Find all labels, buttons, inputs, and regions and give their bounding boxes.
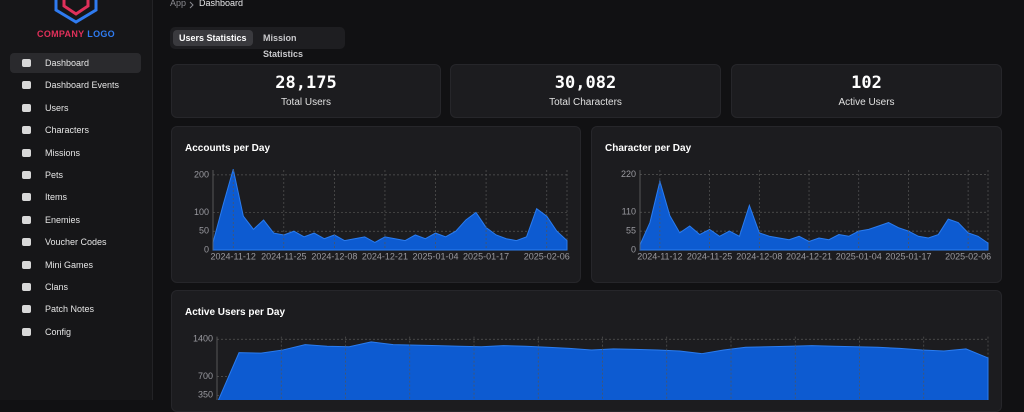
nav-label: Users bbox=[45, 102, 69, 113]
y-tick-label: 55 bbox=[626, 225, 636, 235]
area bbox=[639, 179, 989, 251]
chart-title: Character per Day bbox=[605, 143, 692, 154]
nav-label: Config bbox=[45, 326, 72, 337]
chart-title: Accounts per Day bbox=[185, 143, 271, 154]
nav-icon bbox=[22, 283, 31, 291]
nav-icon bbox=[22, 126, 31, 135]
y-tick-label: 220 bbox=[621, 169, 636, 179]
logo-part: COMPANY bbox=[37, 29, 85, 39]
nav-label: Missions bbox=[45, 147, 81, 158]
stat-label: Total Characters bbox=[549, 97, 622, 108]
x-tick-label: 2024-11-25 bbox=[261, 251, 306, 261]
nav-label: Mini Games bbox=[45, 259, 94, 270]
x-tick-label: 2024-12-21 bbox=[362, 251, 408, 261]
nav-item[interactable]: Config bbox=[10, 322, 141, 342]
nav-label: Enemies bbox=[45, 214, 81, 225]
nav-icon bbox=[22, 103, 31, 112]
nav-icon bbox=[22, 327, 31, 336]
nav-icon bbox=[22, 260, 31, 269]
nav-label: Dashboard Events bbox=[45, 80, 120, 91]
y-tick-label: 110 bbox=[622, 207, 636, 217]
breadcrumb-separator bbox=[189, 1, 194, 9]
nav-item[interactable]: Pets bbox=[10, 165, 141, 185]
nav-icon bbox=[22, 215, 31, 224]
x-tick-label: 2025-02-06 bbox=[524, 251, 570, 261]
y-tick-label: 50 bbox=[199, 226, 209, 236]
tab[interactable]: Mission Statistics bbox=[263, 33, 304, 59]
y-tick-label: 1400 bbox=[193, 334, 213, 344]
x-tick-label: 2025-01-04 bbox=[836, 251, 882, 261]
nav-item[interactable]: Patch Notes bbox=[10, 299, 141, 319]
nav-icon bbox=[22, 305, 31, 314]
nav-icon bbox=[22, 59, 31, 67]
area bbox=[212, 169, 568, 251]
nav-item[interactable]: Missions bbox=[10, 143, 141, 163]
x-tick-label: 2025-01-04 bbox=[412, 251, 458, 261]
nav-icon bbox=[22, 193, 31, 202]
stat-card: 102 Active Users bbox=[731, 64, 1002, 118]
nav-item[interactable]: Enemies bbox=[10, 210, 141, 230]
logo-part: LOGO bbox=[87, 29, 115, 39]
nav-item[interactable]: Clans bbox=[10, 277, 141, 297]
stat-value: 28,175 bbox=[275, 73, 337, 93]
breadcrumb-item: Dashboard bbox=[199, 0, 244, 8]
tab[interactable]: Users Statistics bbox=[173, 30, 253, 46]
y-tick-label: 0 bbox=[204, 244, 209, 254]
nav-item[interactable]: Characters bbox=[10, 120, 141, 140]
nav-item[interactable]: Dashboard bbox=[10, 53, 141, 73]
breadcrumb-item[interactable]: App bbox=[170, 0, 187, 8]
stat-label: Total Users bbox=[280, 97, 331, 108]
y-tick-label: 350 bbox=[198, 390, 213, 400]
nav-label: Patch Notes bbox=[45, 304, 95, 315]
nav-item[interactable]: Users bbox=[10, 98, 141, 118]
logo-mark bbox=[54, 0, 98, 24]
nav-label: Clans bbox=[45, 282, 69, 292]
x-tick-label: 2024-12-21 bbox=[786, 251, 832, 261]
nav-item[interactable]: Dashboard Events bbox=[10, 75, 141, 95]
x-tick-label: 2025-02-06 bbox=[945, 251, 991, 261]
stat-value: 102 bbox=[851, 73, 882, 93]
nav-label: Dashboard bbox=[45, 58, 90, 68]
nav-icon bbox=[22, 238, 31, 247]
nav-label: Items bbox=[45, 192, 68, 203]
logo-text: COMPANY LOGO bbox=[0, 29, 152, 39]
y-tick-label: 700 bbox=[198, 371, 213, 381]
x-tick-label: 2024-11-12 bbox=[211, 251, 256, 261]
chart-title: Active Users per Day bbox=[185, 307, 286, 318]
x-tick-label: 2024-11-12 bbox=[637, 251, 682, 261]
x-tick-label: 2024-12-08 bbox=[311, 251, 357, 261]
stat-card: 28,175 Total Users bbox=[171, 64, 441, 118]
sidebar: COMPANY LOGO Dashboard Dashboard Events Us… bbox=[0, 0, 153, 400]
tab-bar: Users Statistics Mission Statistics bbox=[170, 27, 345, 59]
x-tick-label: 2024-11-25 bbox=[687, 251, 732, 261]
stat-card: 30,082 Total Characters bbox=[450, 64, 721, 118]
nav-item[interactable]: Voucher Codes bbox=[10, 232, 141, 252]
area bbox=[217, 341, 989, 400]
nav-item[interactable]: Mini Games bbox=[10, 255, 141, 275]
nav-label: Characters bbox=[45, 125, 90, 136]
x-tick-label: 2025-01-17 bbox=[463, 251, 509, 261]
page: {"logo":{"part1":"COMPANY","part2":"LOGO… bbox=[0, 0, 1002, 412]
nav-icon bbox=[22, 148, 31, 157]
nav-item[interactable]: Items bbox=[10, 187, 141, 207]
nav-label: Pets bbox=[45, 170, 64, 180]
stat-label: Active Users bbox=[838, 97, 895, 108]
x-tick-label: 2025-01-17 bbox=[885, 251, 931, 261]
nav-icon bbox=[22, 171, 31, 179]
y-tick-label: 100 bbox=[194, 207, 209, 217]
stat-value: 30,082 bbox=[554, 73, 617, 93]
nav-label: Voucher Codes bbox=[45, 237, 107, 248]
x-tick-label: 2024-12-08 bbox=[736, 251, 782, 261]
nav-icon bbox=[22, 81, 31, 90]
y-tick-label: 200 bbox=[194, 169, 209, 179]
charts: 0 50 100 200 2024-11-12 2024-11-25 2024-12-08 2… bbox=[193, 169, 991, 400]
y-tick-label: 0 bbox=[631, 244, 636, 254]
